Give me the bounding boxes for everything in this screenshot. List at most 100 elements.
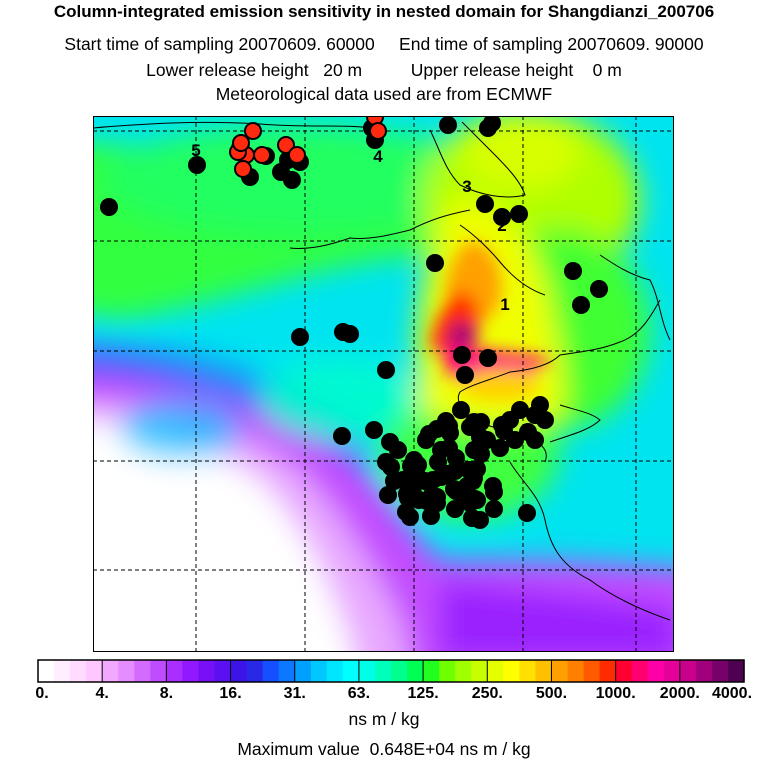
colorbar-swatch bbox=[310, 660, 328, 682]
particle-marker bbox=[536, 411, 554, 429]
colorbar-swatch bbox=[230, 660, 248, 682]
colorbar-swatch bbox=[134, 660, 151, 682]
particle-marker-red bbox=[244, 122, 262, 140]
colorbar-tick-label: 8. bbox=[159, 685, 174, 702]
colorbar-tick-label: 16. bbox=[219, 685, 242, 702]
colorbar-swatch bbox=[567, 660, 585, 682]
particle-marker bbox=[426, 254, 444, 272]
colorbar-swatch bbox=[583, 660, 601, 682]
maximum-value-label: Maximum value 0.648E+04 ns m / kg bbox=[237, 739, 531, 759]
colorbar-swatch bbox=[631, 660, 649, 682]
colorbar-tick-label: 4. bbox=[95, 685, 109, 702]
particle-marker bbox=[422, 507, 440, 525]
particle-marker bbox=[377, 361, 395, 379]
particle-marker bbox=[518, 504, 536, 522]
colorbar-frame bbox=[37, 659, 745, 683]
colorbar-swatch bbox=[487, 660, 504, 682]
colorbar-swatch bbox=[70, 660, 87, 682]
colorbar-swatch bbox=[86, 660, 103, 682]
particle-marker-red bbox=[234, 160, 252, 178]
colorbar-tick-label: 250. bbox=[471, 685, 503, 702]
colorbar-swatch bbox=[38, 660, 55, 682]
particle-marker bbox=[510, 205, 528, 223]
particle-marker bbox=[476, 195, 494, 213]
particle-marker bbox=[572, 296, 590, 314]
particle-marker bbox=[432, 441, 450, 459]
particle-marker bbox=[341, 325, 359, 343]
particle-marker bbox=[418, 492, 436, 510]
particle-marker bbox=[526, 431, 544, 449]
colorbar-swatch bbox=[535, 660, 553, 682]
colorbar-swatch bbox=[663, 660, 681, 682]
particle-marker bbox=[365, 421, 383, 439]
colorbar-swatch bbox=[423, 660, 440, 682]
colorbar-tick-label: 4000. bbox=[711, 685, 753, 702]
trajectory-label: 4 bbox=[373, 147, 383, 166]
figure-title: Column-integrated emission sensitivity i… bbox=[53, 2, 715, 21]
trajectory-label: 3 bbox=[462, 177, 471, 196]
particle-marker bbox=[283, 171, 301, 189]
colorbar-swatch bbox=[647, 660, 665, 682]
trajectory-labels: 1 2 3 4 5 bbox=[191, 141, 509, 314]
sensitivity-map: 1 2 3 4 5 bbox=[93, 116, 674, 652]
colorbar-swatch bbox=[711, 660, 729, 682]
particle-markers bbox=[100, 116, 608, 529]
particle-marker bbox=[495, 422, 513, 440]
particle-marker bbox=[100, 198, 118, 216]
particle-marker bbox=[377, 453, 395, 471]
particle-marker-red bbox=[277, 136, 295, 154]
colorbar-swatch bbox=[455, 660, 472, 682]
particle-marker bbox=[452, 401, 470, 419]
colorbar-swatch bbox=[262, 660, 280, 682]
colorbar-swatch bbox=[391, 660, 408, 682]
colorbar-swatch bbox=[182, 660, 200, 682]
colorbar-tick-label: 63. bbox=[347, 685, 371, 702]
colorbar-tick-label: 500. bbox=[535, 685, 568, 702]
particle-marker-red bbox=[253, 146, 271, 164]
particle-marker bbox=[389, 441, 407, 459]
release-height-line: Lower release height 20 m Upper release … bbox=[146, 60, 622, 80]
particle-marker bbox=[333, 427, 351, 445]
particle-marker bbox=[483, 116, 501, 132]
colorbar-swatch bbox=[695, 660, 713, 682]
colorbar bbox=[37, 659, 745, 683]
particle-marker bbox=[485, 483, 503, 501]
particle-marker bbox=[456, 366, 474, 384]
colorbar-swatch bbox=[551, 660, 569, 682]
sensitivity-field bbox=[93, 116, 674, 652]
particle-marker bbox=[409, 456, 427, 474]
grid-lines bbox=[93, 116, 674, 652]
colorbar-swatch bbox=[503, 660, 520, 682]
particle-marker bbox=[439, 116, 457, 134]
colorbar-swatch bbox=[326, 660, 344, 682]
colorbar-swatch bbox=[679, 660, 697, 682]
particle-marker bbox=[463, 509, 481, 527]
particle-marker bbox=[420, 425, 438, 443]
particle-marker bbox=[397, 503, 415, 521]
colorbar-swatch bbox=[519, 660, 537, 682]
trajectory-label: 5 bbox=[191, 141, 200, 160]
colorbar-swatch bbox=[439, 660, 456, 682]
particle-marker bbox=[590, 280, 608, 298]
colorbar-tick-label: 2000. bbox=[659, 685, 700, 702]
trajectory-label: 2 bbox=[497, 216, 506, 235]
colorbar-swatch bbox=[166, 660, 184, 682]
particle-marker bbox=[460, 461, 478, 479]
particle-marker bbox=[472, 445, 490, 463]
map-frame bbox=[93, 116, 674, 652]
colorbar-swatch bbox=[246, 660, 264, 682]
colorbar-swatch bbox=[278, 660, 296, 682]
particle-marker-red bbox=[232, 134, 250, 152]
particle-marker bbox=[564, 262, 582, 280]
particle-marker bbox=[493, 208, 511, 226]
particle-marker bbox=[485, 500, 503, 518]
colorbar-swatch bbox=[102, 660, 119, 682]
colorbar-swatch bbox=[54, 660, 71, 682]
colorbar-swatch bbox=[198, 660, 216, 682]
colorbar-swatch bbox=[342, 660, 360, 682]
colorbar-tick-label: 0. bbox=[35, 685, 49, 702]
particle-marker-red bbox=[288, 146, 306, 164]
colorbar-swatch bbox=[727, 660, 745, 682]
colorbar-swatch bbox=[471, 660, 488, 682]
